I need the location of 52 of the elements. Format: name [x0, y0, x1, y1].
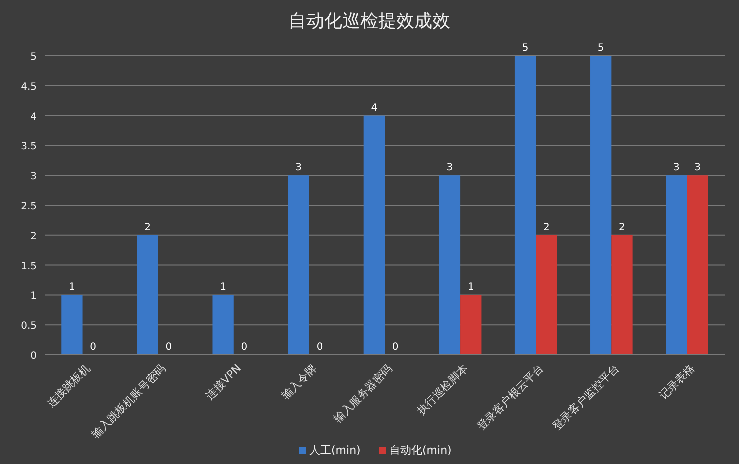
data-label: 3 [694, 162, 701, 174]
y-tick-label: 4 [30, 112, 37, 123]
data-label: 3 [296, 162, 302, 174]
y-tick-label: 0.5 [21, 321, 37, 332]
data-label: 4 [371, 102, 378, 114]
data-label: 1 [468, 282, 474, 294]
chart-title: 自动化巡检提效成效 [288, 11, 450, 32]
x-tick-label: 输入令牌 [279, 362, 320, 402]
data-label: 0 [316, 342, 324, 353]
y-tick-label: 3.5 [21, 142, 37, 153]
data-label: 1 [69, 282, 76, 294]
bar [687, 176, 708, 355]
data-label: 5 [522, 43, 529, 54]
x-tick-label: 输入服务器密码 [331, 362, 396, 426]
y-tick-label: 2.5 [21, 202, 37, 212]
data-label: 0 [90, 342, 97, 353]
x-tick-label: 记录表格 [657, 362, 698, 402]
bar [590, 56, 612, 355]
data-label: 3 [673, 162, 680, 174]
x-tick-label: 执行巡检脚本 [414, 362, 471, 418]
bar [612, 235, 633, 355]
bar [666, 176, 688, 355]
y-tick-label: 1 [30, 291, 37, 302]
y-tick-label: 2 [30, 231, 37, 242]
bar [439, 176, 461, 355]
data-label: 5 [598, 43, 604, 54]
legend-label: 人工(min) [310, 444, 361, 457]
legend-label: 自动化(min) [390, 444, 452, 457]
y-tick-label: 0 [30, 351, 37, 362]
y-tick-label: 5 [30, 52, 37, 63]
x-tick-label: 连接跳板机 [44, 362, 93, 410]
data-label: 2 [619, 222, 626, 234]
data-label: 3 [446, 162, 454, 174]
y-tick-label: 4.5 [21, 82, 37, 93]
bar [536, 235, 558, 355]
bar [288, 176, 310, 355]
y-tick-label: 3 [30, 172, 37, 183]
y-tick-label: 1.5 [21, 261, 37, 272]
data-label: 0 [166, 342, 172, 353]
bar [514, 56, 536, 355]
x-tick-label: 登录客户监控平台 [550, 362, 622, 434]
data-label: 2 [144, 222, 151, 234]
data-label: 1 [220, 282, 226, 294]
bar [364, 116, 385, 355]
bar [212, 295, 234, 355]
bar [460, 295, 482, 355]
x-tick-label: 登录客户根云平台 [474, 362, 546, 434]
data-label: 0 [392, 342, 399, 353]
data-label: 2 [544, 222, 550, 234]
bar [62, 295, 83, 355]
bar [137, 235, 158, 355]
data-label: 0 [241, 342, 248, 353]
